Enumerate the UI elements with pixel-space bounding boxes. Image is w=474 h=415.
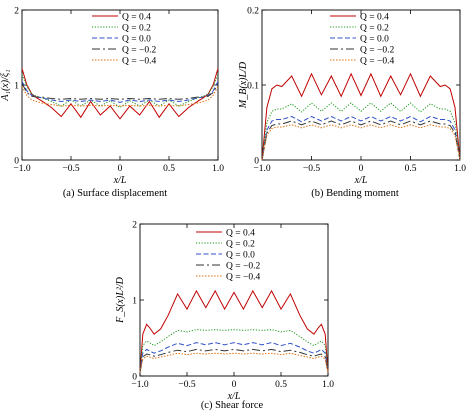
y-axis-label: M_B(x)L/D [238,61,249,109]
y-tick-label: 1 [132,297,137,307]
legend-label: Q = 0.4 [360,13,389,23]
caption-c: (c) Shear force [201,400,264,411]
panel-surface-displacement: (a) Surface displacement −1.0 −0.5 0 0.5 1.0… [0,7,224,200]
x-axis-label: x/L [227,391,241,402]
legend-label: Q = 0.0 [360,35,389,45]
x-tick-label: −0.5 [62,164,79,174]
series-line [261,124,461,161]
series-line [261,102,461,161]
series-line [139,348,329,373]
y-tick-label: 0 [254,157,259,167]
series-line [139,342,329,373]
plot-frame [21,9,219,161]
x-tick-label: 0.5 [405,164,417,174]
series-line [139,289,329,373]
x-tick-label: −0.5 [178,380,195,390]
x-tick-label: −1.0 [13,164,30,174]
x-tick-label: 0 [118,164,123,174]
x-tick-label: 1.0 [454,164,466,174]
legend-label: Q = −0.2 [226,262,260,272]
series-line [261,115,461,161]
y-tick-label: 1 [14,82,19,92]
legend-label: Q = 0.0 [122,35,151,45]
y-tick-label: 2 [14,7,19,17]
series-line [139,329,329,373]
legend-label: Q = −0.4 [226,273,260,283]
legend-label: Q = −0.4 [360,57,394,67]
series-line [21,86,219,107]
legend-label: Q = −0.2 [360,46,394,56]
legend-label: Q = 0.0 [226,251,255,261]
x-tick-label: 0 [359,164,364,174]
y-tick-label: 0 [14,157,19,167]
series-line [21,81,219,103]
panel-shear-force: (c) Shear force −1.0 −0.5 0 0.5 1.0 0 1 2 x/L F_S… [115,221,334,412]
x-tick-label: 0 [232,380,237,390]
x-axis-label: x/L [354,175,368,186]
y-tick-label: 0 [132,373,137,383]
legend-label: Q = 0.2 [226,240,255,250]
series-line [261,72,461,161]
x-tick-label: −1.0 [253,164,270,174]
x-tick-label: −0.5 [303,164,320,174]
x-axis-label: x/L [113,175,127,186]
series-line [21,83,219,100]
x-tick-label: 1.0 [212,164,224,174]
y-tick-label: 2 [132,221,137,231]
y-tick-label: 0.1 [247,82,259,92]
x-tick-label: 0.5 [163,164,175,174]
x-tick-label: −1.0 [131,380,148,390]
legend-label: Q = 0.4 [226,229,255,239]
caption-a: (a) Surface displacement [63,188,167,199]
y-axis-label: A₁(x)/ξ₁ [0,69,11,101]
legend-label: Q = −0.2 [122,46,156,56]
legend-label: Q = 0.2 [122,24,151,34]
x-tick-label: 1.0 [322,380,334,390]
panel-bending-moment: (b) Bending moment −1.0 −0.5 0 0.5 1.0 0 0.1 0.… [238,7,466,200]
series-line [261,120,461,161]
x-tick-label: 0.5 [275,380,287,390]
y-tick-label: 0.2 [247,7,259,17]
legend-label: Q = −0.4 [122,57,156,67]
legend-label: Q = 0.4 [122,13,151,23]
series-line [21,68,219,120]
legend-label: Q = 0.2 [360,24,389,34]
series-line [21,74,219,109]
caption-b: (b) Bending moment [311,188,399,199]
series-line [139,352,329,373]
y-axis-label: F_S(x)L²/D [115,276,126,324]
